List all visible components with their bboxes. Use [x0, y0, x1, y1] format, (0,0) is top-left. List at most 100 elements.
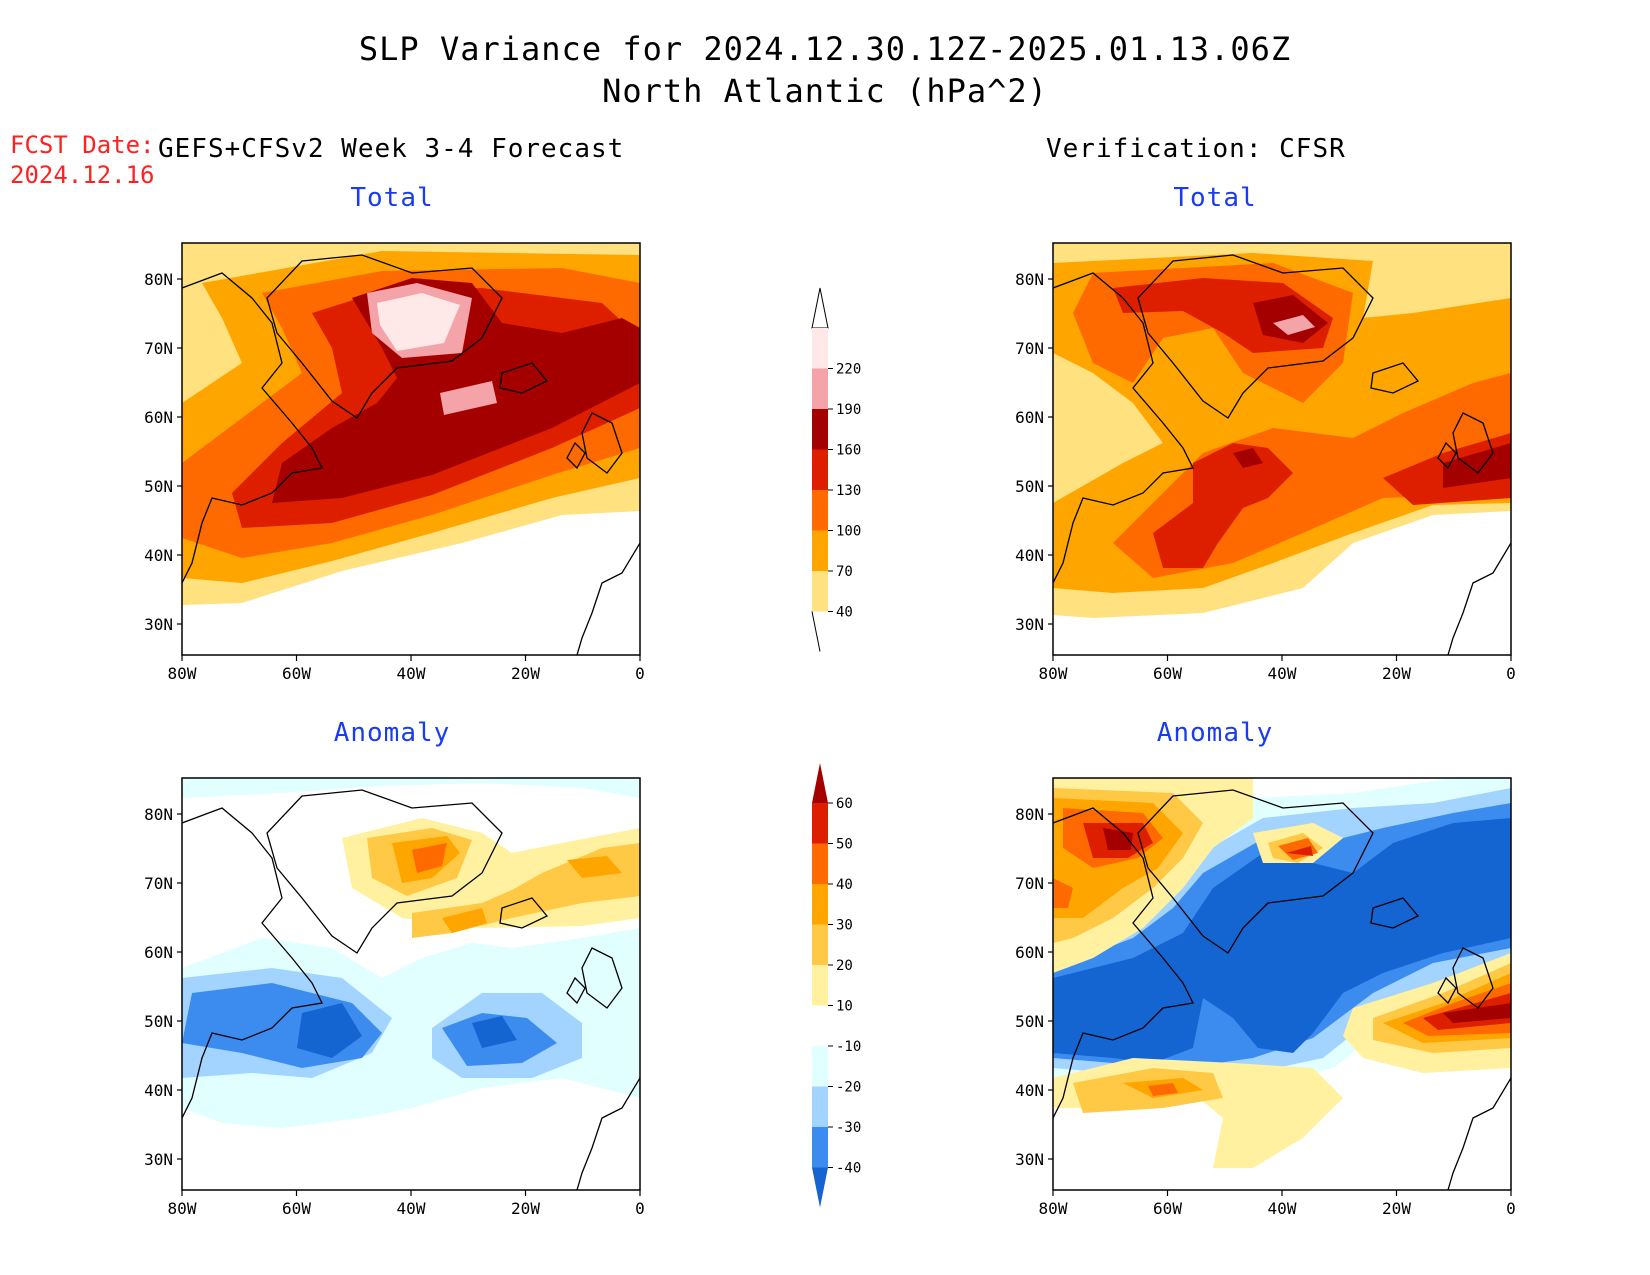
vf-total-lon-label: 80W [1039, 664, 1068, 683]
anomaly-colorbar-label: -20 [836, 1080, 861, 1096]
total-colorbar-label: 190 [836, 402, 861, 418]
vf-total-lon-label: 40W [1268, 664, 1297, 683]
fc-total-220 [377, 293, 460, 351]
fc-total-coastlines [182, 254, 640, 655]
anomaly-colorbar-box [812, 803, 828, 844]
total-colorbar-box [812, 368, 828, 409]
anomaly-colorbar-label: -40 [836, 1161, 861, 1177]
anomaly-colorbar-box [812, 1086, 828, 1127]
fc-total-lat-label: 70N [144, 339, 173, 358]
vf-total-lon-label: 0 [1506, 664, 1516, 683]
fc-anom-lon-label: 60W [282, 1199, 311, 1218]
verification-anomaly-title: Anomaly [1156, 718, 1274, 748]
vf-anom-lat-label: 30N [1015, 1150, 1044, 1169]
total-colorbar-top-tip [811, 287, 829, 329]
total-colorbar-box [812, 490, 828, 531]
vf-total-lat-label: 70N [1015, 339, 1044, 358]
fc-anom-10 [182, 778, 640, 798]
vf-total-lon-label: 60W [1153, 664, 1182, 683]
total-colorbar-bottom-tip [811, 611, 821, 652]
fc-anom-lon-label: 80W [168, 1199, 197, 1218]
verification-total-map [1052, 242, 1512, 656]
vf-total-160 [1233, 295, 1511, 488]
fc-total-lon-label: 40W [397, 664, 426, 683]
total-colorbar-box [812, 449, 828, 490]
vf-anom-lon-label: 0 [1506, 1199, 1516, 1218]
anomaly-colorbar-box [812, 965, 828, 1006]
anomaly-colorbar-label: 60 [836, 796, 853, 812]
fc-anom-neg40 [297, 1003, 517, 1058]
fc-total-lat-label: 80N [144, 270, 173, 289]
fcst-date-label: FCST Date: [10, 131, 155, 159]
vf-anom-pos30 [1053, 798, 1511, 1098]
vf-anom-pos20 [1053, 788, 1511, 1113]
vf-total-lat-label: 40N [1015, 546, 1044, 565]
total-colorbar-label: 40 [836, 605, 853, 621]
vf-anom-lat-label: 40N [1015, 1081, 1044, 1100]
vf-total-lat-label: 80N [1015, 270, 1044, 289]
fc-anom-lat-label: 30N [144, 1150, 173, 1169]
fc-total-lat-label: 30N [144, 615, 173, 634]
anomaly-colorbar-bottom-tip [812, 1167, 828, 1208]
forecast-total-map [181, 242, 641, 656]
fc-anom-lon-label: 40W [397, 1199, 426, 1218]
total-colorbar-box [812, 328, 828, 369]
chart-title-line1: SLP Variance for 2024.12.30.12Z-2025.01.… [358, 30, 1292, 68]
anomaly-colorbar-box [812, 1005, 828, 1046]
forecast-total-title: Total [350, 183, 434, 213]
fcst-date-value: 2024.12.16 [10, 161, 155, 189]
fc-anom-lon-label: 0 [635, 1199, 645, 1218]
fc-anom-pos30 [392, 836, 622, 933]
fc-total-lat-label: 40N [144, 546, 173, 565]
anomaly-colorbar-label: 10 [836, 999, 853, 1015]
fc-anom-lat-label: 80N [144, 805, 173, 824]
fc-total-lat-label: 50N [144, 477, 173, 496]
vf-total-coastlines [1053, 254, 1511, 655]
total-colorbar-label: 100 [836, 524, 861, 540]
anomaly-colorbar-box [812, 1127, 828, 1168]
fc-total-lon-label: 80W [168, 664, 197, 683]
axes-layer: 80N 70N 60N 50N 40N 30N 80W 60W 40W 20W 0 80N 70N 60N… [144, 270, 1516, 1218]
forecast-anomaly-map [181, 777, 641, 1191]
anomaly-colorbar-label: -30 [836, 1120, 861, 1136]
vf-anom-lon-label: 80W [1039, 1199, 1068, 1218]
anomaly-colorbar-box [812, 843, 828, 884]
fc-total-lon-label: 0 [635, 664, 645, 683]
vf-total-lat-label: 50N [1015, 477, 1044, 496]
total-colorbar-label: 70 [836, 564, 853, 580]
anomaly-colorbar-top-tip [812, 763, 828, 803]
total-colorbar-box [812, 409, 828, 450]
colorbar-layer: 220 190 160 130 100 70 40 60 50 40 30 20 10 -10 -20 -30… [811, 287, 861, 1208]
vf-total-190 [1273, 315, 1315, 335]
fc-anom-lat-label: 50N [144, 1012, 173, 1031]
anomaly-colorbar-box [812, 884, 828, 925]
vf-anom-lon-label: 40W [1268, 1199, 1297, 1218]
fc-anom-lat-label: 60N [144, 943, 173, 962]
fc-anom-neg30 [182, 983, 557, 1068]
fc-anom-lat-label: 70N [144, 874, 173, 893]
verification-anomaly-map [1052, 777, 1512, 1191]
vf-anom-lat-label: 70N [1015, 874, 1044, 893]
vf-anom-lat-label: 80N [1015, 805, 1044, 824]
fc-anom-coastlines [182, 789, 640, 1190]
vf-total-lat-label: 60N [1015, 408, 1044, 427]
forecast-anomaly-title: Anomaly [333, 718, 451, 748]
vf-total-lat-label: 30N [1015, 615, 1044, 634]
vf-total-100 [1073, 263, 1511, 578]
fc-anom-lat-label: 40N [144, 1081, 173, 1100]
vf-anom-coastlines [1053, 789, 1511, 1190]
verification-header: Verification: CFSR [1046, 134, 1346, 164]
vf-anom-lat-label: 50N [1015, 1012, 1044, 1031]
total-colorbar-label: 160 [836, 443, 861, 459]
total-colorbar-label: 220 [836, 362, 861, 378]
verification-total-title: Total [1173, 183, 1257, 213]
vf-anom-lat-label: 60N [1015, 943, 1044, 962]
anomaly-colorbar-label: 30 [836, 918, 853, 934]
fc-total-lat-label: 60N [144, 408, 173, 427]
fc-total-lon-label: 60W [282, 664, 311, 683]
vf-anom-lon-label: 20W [1382, 1199, 1411, 1218]
vf-anom-neg40 [1053, 818, 1511, 1063]
anomaly-colorbar-label: 20 [836, 958, 853, 974]
anomaly-colorbar-box [812, 1046, 828, 1087]
